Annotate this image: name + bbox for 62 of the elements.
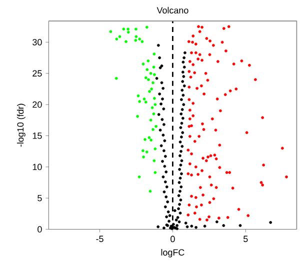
- y-tick-label: 0: [38, 226, 42, 232]
- chart-title: Volcano: [156, 6, 188, 14]
- point: [150, 106, 154, 110]
- point: [126, 30, 130, 34]
- point: [145, 26, 148, 29]
- point: [142, 98, 146, 100]
- y-axis-title: -log10 (fdr): [17, 104, 26, 147]
- point: [153, 96, 156, 100]
- point: [152, 112, 156, 116]
- point: [109, 30, 112, 34]
- point: [136, 94, 140, 98]
- x-tick-label: 0: [170, 236, 175, 242]
- point: [152, 81, 154, 84]
- point: [134, 28, 138, 31]
- x-tick-label: 5: [244, 236, 248, 242]
- y-tick-label: 30: [32, 39, 42, 46]
- point: [146, 59, 150, 62]
- point: [138, 100, 142, 103]
- point: [150, 138, 153, 142]
- y-tick-label: 25: [32, 70, 42, 77]
- point: [154, 103, 157, 106]
- x-tick-label: -5: [96, 236, 104, 242]
- x-axis-title: logFC: [161, 248, 184, 258]
- point: [144, 76, 148, 80]
- y-tick-label: 5: [38, 194, 42, 202]
- point: [126, 28, 130, 31]
- point: [149, 72, 152, 75]
- point: [138, 38, 142, 41]
- point: [148, 90, 151, 93]
- point: [114, 76, 118, 80]
- point: [146, 68, 149, 72]
- point: [140, 40, 144, 44]
- y-tick-label: 20: [32, 101, 42, 108]
- point: [144, 138, 146, 141]
- point: [122, 28, 126, 31]
- point: [142, 156, 145, 158]
- point: [138, 175, 141, 178]
- point: [150, 88, 153, 90]
- point: [115, 38, 118, 41]
- point: [154, 124, 158, 128]
- point: [141, 149, 144, 152]
- point: [154, 171, 157, 174]
- y-tick-label: 15: [32, 132, 42, 139]
- y-tick-label: 10: [32, 164, 42, 170]
- point: [124, 40, 128, 44]
- point: [147, 78, 150, 82]
- point: [152, 128, 154, 131]
- point: [152, 159, 156, 162]
- point: [148, 136, 151, 140]
- point: [153, 73, 156, 76]
- point: [149, 118, 152, 122]
- point: [148, 190, 152, 193]
- point: [144, 100, 148, 104]
- point: [118, 35, 122, 38]
- point: [152, 52, 156, 56]
- point: [134, 35, 138, 38]
- point: [154, 147, 157, 150]
- point: [134, 38, 138, 42]
- point: [136, 114, 139, 118]
- point: [152, 66, 156, 69]
- point: [145, 150, 148, 154]
- point: [142, 62, 145, 66]
